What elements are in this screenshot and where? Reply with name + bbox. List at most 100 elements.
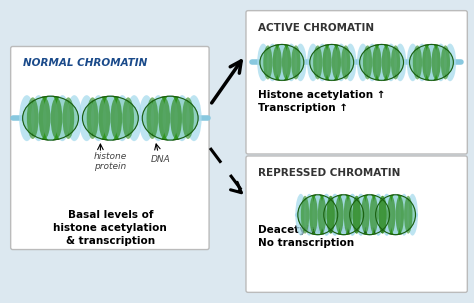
Ellipse shape bbox=[63, 97, 74, 139]
Ellipse shape bbox=[435, 44, 447, 81]
Ellipse shape bbox=[27, 97, 38, 139]
Ellipse shape bbox=[122, 97, 134, 139]
Text: Histone acetylation ↑
Transcription ↑: Histone acetylation ↑ Transcription ↑ bbox=[258, 90, 385, 114]
Ellipse shape bbox=[352, 196, 361, 234]
Ellipse shape bbox=[338, 194, 349, 236]
Ellipse shape bbox=[87, 97, 99, 139]
Ellipse shape bbox=[407, 194, 418, 236]
Ellipse shape bbox=[291, 45, 301, 79]
Ellipse shape bbox=[142, 96, 198, 140]
Ellipse shape bbox=[335, 44, 347, 81]
Ellipse shape bbox=[353, 196, 361, 234]
Ellipse shape bbox=[19, 95, 35, 141]
Ellipse shape bbox=[391, 45, 400, 79]
Ellipse shape bbox=[313, 45, 322, 79]
Ellipse shape bbox=[373, 194, 384, 236]
Ellipse shape bbox=[285, 44, 297, 81]
Ellipse shape bbox=[396, 196, 404, 234]
Ellipse shape bbox=[51, 97, 63, 139]
Ellipse shape bbox=[294, 44, 307, 81]
Ellipse shape bbox=[186, 95, 201, 141]
Ellipse shape bbox=[327, 196, 335, 234]
Ellipse shape bbox=[99, 97, 110, 139]
Ellipse shape bbox=[335, 196, 344, 234]
Ellipse shape bbox=[43, 95, 58, 141]
Ellipse shape bbox=[364, 194, 375, 236]
Ellipse shape bbox=[360, 45, 403, 80]
Ellipse shape bbox=[344, 44, 356, 81]
Ellipse shape bbox=[139, 95, 154, 141]
Ellipse shape bbox=[425, 44, 438, 81]
FancyBboxPatch shape bbox=[246, 11, 467, 154]
Ellipse shape bbox=[373, 194, 383, 236]
Ellipse shape bbox=[346, 194, 358, 236]
Ellipse shape bbox=[318, 196, 326, 234]
Ellipse shape bbox=[379, 196, 387, 234]
Ellipse shape bbox=[363, 45, 372, 79]
Ellipse shape bbox=[413, 45, 422, 79]
Ellipse shape bbox=[79, 95, 94, 141]
Ellipse shape bbox=[91, 95, 106, 141]
Ellipse shape bbox=[321, 194, 332, 236]
Ellipse shape bbox=[357, 44, 369, 81]
Ellipse shape bbox=[321, 194, 332, 236]
FancyBboxPatch shape bbox=[11, 46, 209, 250]
Ellipse shape bbox=[55, 95, 70, 141]
Ellipse shape bbox=[127, 95, 142, 141]
Ellipse shape bbox=[146, 97, 158, 139]
Ellipse shape bbox=[115, 95, 130, 141]
FancyBboxPatch shape bbox=[246, 156, 467, 292]
Ellipse shape bbox=[82, 96, 138, 140]
Ellipse shape bbox=[266, 44, 279, 81]
Ellipse shape bbox=[310, 45, 354, 80]
Ellipse shape bbox=[326, 196, 335, 234]
Ellipse shape bbox=[170, 97, 182, 139]
Ellipse shape bbox=[387, 196, 395, 234]
Ellipse shape bbox=[382, 45, 391, 79]
Ellipse shape bbox=[416, 44, 428, 81]
Text: Deacetylated histones
No transcription: Deacetylated histones No transcription bbox=[258, 225, 390, 248]
Ellipse shape bbox=[382, 194, 392, 236]
Ellipse shape bbox=[174, 95, 190, 141]
Ellipse shape bbox=[260, 45, 304, 80]
Ellipse shape bbox=[375, 44, 388, 81]
Ellipse shape bbox=[307, 44, 319, 81]
Ellipse shape bbox=[444, 44, 456, 81]
Ellipse shape bbox=[355, 194, 366, 236]
Text: REPRESSED CHROMATIN: REPRESSED CHROMATIN bbox=[258, 168, 401, 178]
Ellipse shape bbox=[422, 45, 431, 79]
Ellipse shape bbox=[298, 195, 337, 235]
Ellipse shape bbox=[332, 45, 341, 79]
Ellipse shape bbox=[295, 194, 306, 236]
Ellipse shape bbox=[110, 97, 122, 139]
Ellipse shape bbox=[273, 45, 282, 79]
Ellipse shape bbox=[394, 44, 406, 81]
Text: DNA: DNA bbox=[150, 155, 170, 164]
Ellipse shape bbox=[404, 196, 412, 234]
Ellipse shape bbox=[350, 195, 390, 235]
Ellipse shape bbox=[39, 97, 50, 139]
Ellipse shape bbox=[324, 195, 364, 235]
Ellipse shape bbox=[385, 44, 397, 81]
Ellipse shape bbox=[67, 95, 82, 141]
Ellipse shape bbox=[310, 196, 318, 234]
Ellipse shape bbox=[182, 97, 194, 139]
Ellipse shape bbox=[341, 45, 350, 79]
Ellipse shape bbox=[31, 95, 46, 141]
Ellipse shape bbox=[347, 194, 358, 236]
Ellipse shape bbox=[312, 194, 323, 236]
Ellipse shape bbox=[329, 194, 340, 236]
Ellipse shape bbox=[378, 196, 386, 234]
Ellipse shape bbox=[316, 44, 328, 81]
Text: NORMAL CHROMATIN: NORMAL CHROMATIN bbox=[23, 58, 147, 68]
Text: ACTIVE CHROMATIN: ACTIVE CHROMATIN bbox=[258, 23, 374, 33]
Ellipse shape bbox=[431, 45, 441, 79]
Ellipse shape bbox=[372, 45, 382, 79]
Ellipse shape bbox=[322, 45, 332, 79]
Ellipse shape bbox=[399, 194, 410, 236]
Ellipse shape bbox=[390, 194, 401, 236]
Ellipse shape bbox=[375, 195, 416, 235]
Ellipse shape bbox=[304, 194, 315, 236]
Ellipse shape bbox=[257, 44, 269, 81]
Text: Basal levels of
histone acetylation
& transcription: Basal levels of histone acetylation & tr… bbox=[54, 210, 167, 246]
